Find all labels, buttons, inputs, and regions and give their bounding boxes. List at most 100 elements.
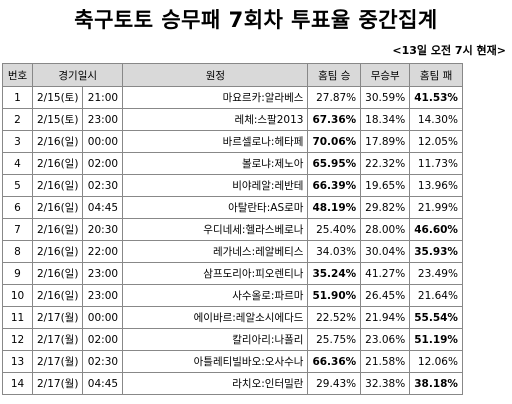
table-row: 13 2/17(월) 02:30 아틀레티빌바오:오사수나 66.36% 21.58% 12… [2,350,463,373]
cell-home-win: 70.06% [307,130,362,153]
cell-date: 2/16(일) [31,174,84,197]
cell-draw: 26.45% [360,284,411,307]
cell-match: 아탈란타:AS로마 [122,196,309,219]
cell-date: 2/16(일) [31,130,84,153]
cell-home-loss: 11.73% [409,152,463,175]
cell-draw: 21.94% [360,306,411,329]
cell-no: 13 [2,350,33,373]
cell-match: 비야레알:레반테 [122,174,309,197]
cell-match: 볼로냐:제노아 [122,152,309,175]
cell-match: 에이바르:레알소시에다드 [122,306,309,329]
cell-match: 레가네스:레알베티스 [122,240,309,263]
table-row: 10 2/16(일) 23:00 사수올로:파르마 51.90% 26.45% 21.64% [2,284,463,307]
cell-no: 11 [2,306,33,329]
cell-match: 레체:스팔2013 [122,108,309,131]
cell-match: 바르셀로나:헤타페 [122,130,309,153]
cell-home-loss: 13.96% [409,174,463,197]
cell-draw: 32.38% [360,372,411,395]
cell-match: 라치오:인터밀란 [122,372,309,395]
cell-home-loss: 46.60% [409,218,463,241]
cell-no: 1 [2,86,33,109]
cell-home-loss: 21.99% [409,196,463,219]
cell-home-win: 51.90% [307,284,362,307]
table-row: 6 2/16(일) 04:45 아탈란타:AS로마 48.19% 29.82% 21.99% [2,196,463,219]
cell-time: 04:45 [82,196,124,219]
cell-no: 8 [2,240,33,263]
cell-draw: 18.34% [360,108,411,131]
cell-match: 사수올로:파르마 [122,284,309,307]
cell-match: 마요르카:알라베스 [122,86,309,109]
timestamp-note: <13일 오전 7시 현재> [392,44,506,57]
cell-date: 2/16(일) [31,196,84,219]
cell-home-win: 34.03% [307,240,362,263]
cell-time: 23:00 [82,284,124,307]
cell-time: 02:00 [82,152,124,175]
table-row: 4 2/16(일) 02:00 볼로냐:제노아 65.95% 22.32% 11.73% [2,152,463,175]
cell-home-loss: 55.54% [409,306,463,329]
header-no: 번호 [2,63,33,87]
header-home-win: 홈팀 승 [307,63,362,87]
cell-date: 2/17(월) [31,328,84,351]
table-row: 14 2/17(월) 04:45 라치오:인터밀란 29.43% 32.38% 38.18% [2,372,463,395]
table-row: 5 2/16(일) 02:30 비야레알:레반테 66.39% 19.65% 13.96% [2,174,463,197]
cell-home-win: 66.39% [307,174,362,197]
cell-date: 2/16(일) [31,218,84,241]
cell-match: 아틀레티빌바오:오사수나 [122,350,309,373]
cell-date: 2/17(월) [31,372,84,395]
cell-home-win: 25.75% [307,328,362,351]
cell-no: 2 [2,108,33,131]
cell-time: 20:30 [82,218,124,241]
cell-time: 00:00 [82,130,124,153]
cell-date: 2/17(월) [31,350,84,373]
cell-no: 14 [2,372,33,395]
table-header-row: 번호 경기일시 원정 홈팀 승 무승부 홈팀 패 [2,63,463,87]
cell-time: 23:00 [82,108,124,131]
cell-home-loss: 23.49% [409,262,463,285]
cell-home-loss: 35.93% [409,240,463,263]
header-home-loss: 홈팀 패 [409,63,463,87]
cell-home-win: 67.36% [307,108,362,131]
cell-draw: 23.06% [360,328,411,351]
page-title: 축구토토 승무패 7회차 투표율 중간집계 [74,8,438,32]
cell-home-loss: 41.53% [409,86,463,109]
cell-home-win: 27.87% [307,86,362,109]
cell-home-win: 48.19% [307,196,362,219]
cell-no: 5 [2,174,33,197]
cell-time: 02:00 [82,328,124,351]
cell-date: 2/16(일) [31,284,84,307]
cell-draw: 30.04% [360,240,411,263]
cell-home-win: 25.40% [307,218,362,241]
cell-no: 3 [2,130,33,153]
cell-time: 02:30 [82,350,124,373]
cell-draw: 19.65% [360,174,411,197]
cell-date: 2/16(일) [31,240,84,263]
cell-time: 02:30 [82,174,124,197]
cell-time: 23:00 [82,262,124,285]
cell-draw: 21.58% [360,350,411,373]
table-row: 3 2/16(일) 00:00 바르셀로나:헤타페 70.06% 17.89% 12.05% [2,130,463,153]
cell-no: 9 [2,262,33,285]
cell-match: 칼리아리:나폴리 [122,328,309,351]
cell-time: 00:00 [82,306,124,329]
cell-draw: 29.82% [360,196,411,219]
cell-time: 04:45 [82,372,124,395]
vote-rate-table: 번호 경기일시 원정 홈팀 승 무승부 홈팀 패 1 2/15(토) 21:00 마요… [2,63,463,395]
cell-draw: 41.27% [360,262,411,285]
cell-draw: 17.89% [360,130,411,153]
cell-date: 2/17(월) [31,306,84,329]
header-datetime: 경기일시 [31,63,124,87]
cell-home-win: 29.43% [307,372,362,395]
table-row: 9 2/16(일) 23:00 삼프도리아:피오렌티나 35.24% 41.27% 23.4… [2,262,463,285]
cell-date: 2/15(토) [31,108,84,131]
cell-time: 21:00 [82,86,124,109]
table-row: 2 2/15(토) 23:00 레체:스팔2013 67.36% 18.34% 14.30% [2,108,463,131]
cell-time: 22:00 [82,240,124,263]
cell-no: 10 [2,284,33,307]
table-row: 11 2/17(월) 00:00 에이바르:레알소시에다드 22.52% 21.94% 55… [2,306,463,329]
cell-date: 2/16(일) [31,152,84,175]
cell-date: 2/15(토) [31,86,84,109]
header-match: 원정 [122,63,309,87]
cell-home-loss: 38.18% [409,372,463,395]
table-row: 1 2/15(토) 21:00 마요르카:알라베스 27.87% 30.59% 41.53% [2,86,463,109]
cell-no: 12 [2,328,33,351]
